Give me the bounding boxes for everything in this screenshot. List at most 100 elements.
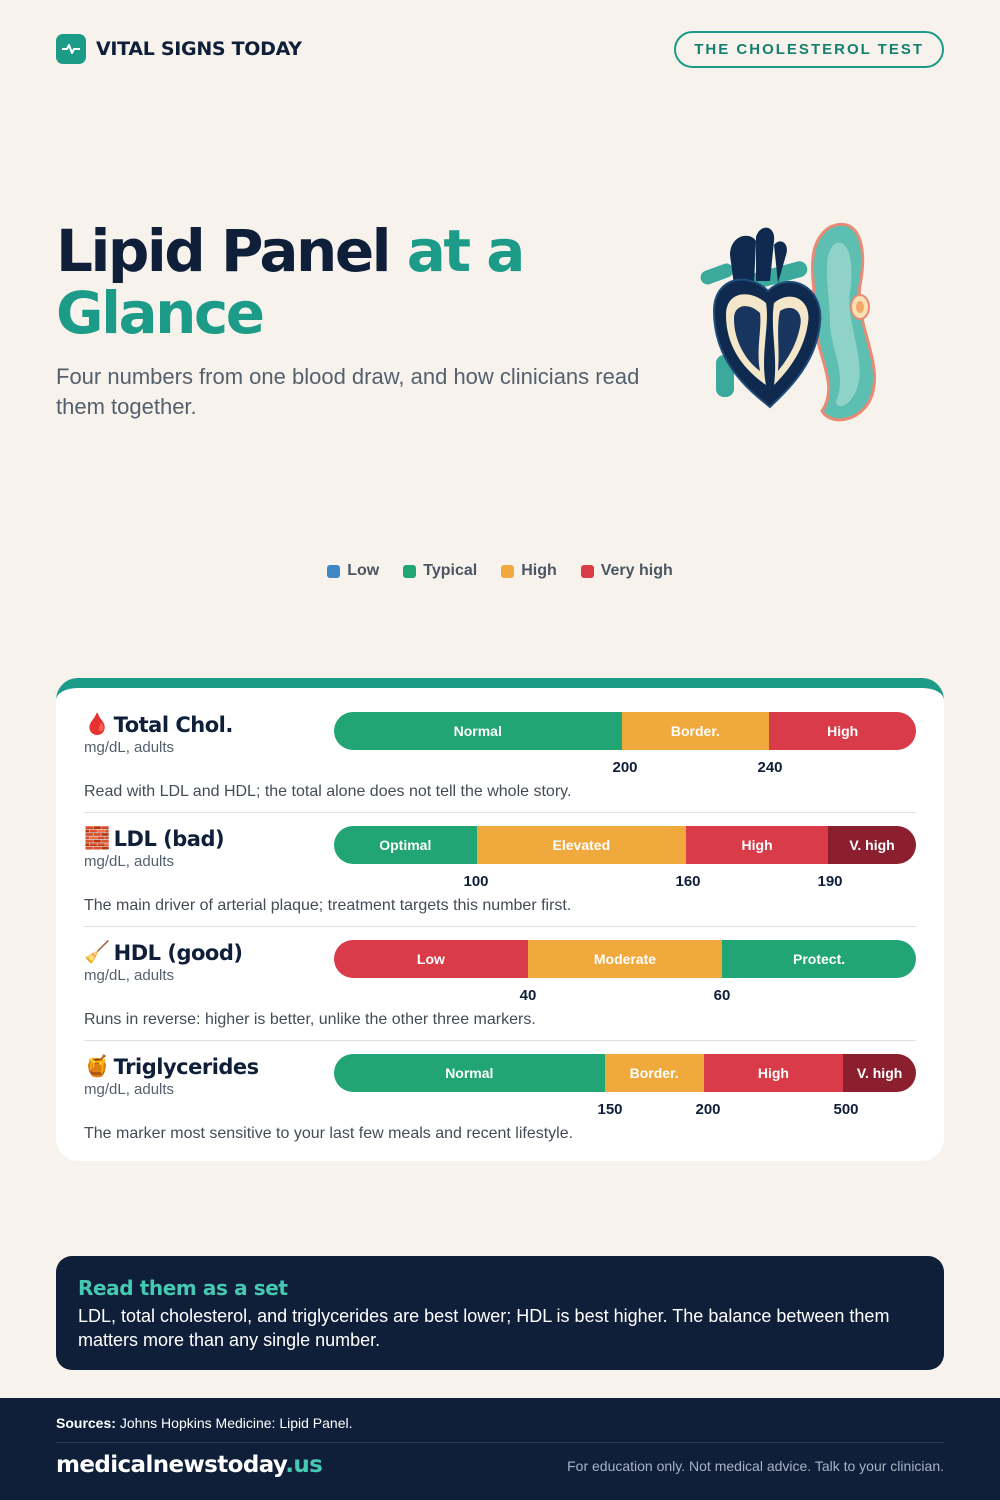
marker-name: HDL (good) <box>113 940 243 965</box>
segment-label: High <box>741 837 773 853</box>
hero: Lipid Panel at a Glance Four numbers fro… <box>56 220 676 422</box>
segment-label: Border. <box>670 723 720 739</box>
marker-name: LDL (bad) <box>113 826 225 851</box>
range-bar: Normal Border. High V. high <box>334 1054 916 1092</box>
blood-drop-icon: 🩸 <box>84 712 110 736</box>
topic-tag: THE CHOLESTEROL TEST <box>674 30 944 68</box>
legend-swatch <box>501 564 515 578</box>
sources-link[interactable]: Johns Hopkins Medicine: Lipid Panel. <box>119 1415 353 1431</box>
footer-divider <box>56 1442 944 1443</box>
legend-label: Low <box>347 562 380 579</box>
marker-row-hdl: 🧹 HDL (good) mg/dL, adults Low Moderate P… <box>84 940 916 1050</box>
threshold-label: 60 <box>713 987 731 1004</box>
legend-item-high: High <box>501 562 557 580</box>
range-segment: High <box>686 826 829 864</box>
marker-unit: mg/dL, adults <box>84 739 175 756</box>
legend-item-very-high: Very high <box>580 562 673 580</box>
summary-callout: Read them as a set LDL, total cholestero… <box>56 1256 944 1370</box>
sources-label: Sources: <box>56 1415 116 1431</box>
marker-note: The marker most sensitive to your last f… <box>84 1125 574 1142</box>
threshold-label: 160 <box>675 873 701 890</box>
heartbeat-icon <box>56 34 86 64</box>
range-segment: Optimal <box>334 826 477 864</box>
segment-label: Normal <box>453 723 502 739</box>
threshold-label: 200 <box>612 759 638 776</box>
heart-artery-illustration <box>700 222 876 422</box>
threshold-label: 190 <box>817 873 843 890</box>
legend-label: High <box>521 562 557 579</box>
artery-icon <box>811 222 876 422</box>
segment-label: Normal <box>445 1065 494 1081</box>
threshold-label: 200 <box>695 1101 721 1118</box>
marker-row-ldl: 🧱 LDL (bad) mg/dL, adults Optimal Elevate… <box>84 826 916 936</box>
marker-unit: mg/dL, adults <box>84 853 175 870</box>
segment-label: Elevated <box>552 837 611 853</box>
range-segment: Moderate <box>527 940 723 978</box>
marker-note: Runs in reverse: higher is better, unlik… <box>84 1011 536 1028</box>
marker-note: The main driver of arterial plaque; trea… <box>84 897 572 914</box>
broom-icon: 🧹 <box>84 940 110 964</box>
row-divider <box>84 812 916 813</box>
disclaimer: For education only. Not medical advice. … <box>567 1458 944 1474</box>
brand-name: VITAL SIGNS TODAY <box>96 38 302 60</box>
heart-icon <box>700 227 822 409</box>
marker-title: 🍯 Triglycerides <box>84 1054 259 1079</box>
legend-label: Very high <box>600 562 673 579</box>
segment-label: Optimal <box>379 837 432 853</box>
segment-label: Low <box>416 951 445 967</box>
legend-swatch <box>327 564 341 578</box>
legend-item-low: Low <box>327 562 379 580</box>
range-bar: Low Moderate Protect. <box>334 940 916 978</box>
legend-swatch <box>403 564 417 578</box>
site-logo[interactable]: medicalnewstoday.us <box>56 1452 323 1478</box>
range-segment: Border. <box>604 1054 704 1092</box>
range-segment: Low <box>334 940 528 978</box>
callout-body: LDL, total cholesterol, and triglyceride… <box>78 1306 890 1350</box>
marker-title: 🧹 HDL (good) <box>84 940 243 965</box>
site-tld: .us <box>285 1452 323 1478</box>
page-title: Lipid Panel at a Glance <box>56 220 676 344</box>
sources-line: Sources: Johns Hopkins Medicine: Lipid P… <box>56 1415 353 1431</box>
site-name: medicalnewstoday <box>56 1452 286 1478</box>
range-bar: Optimal Elevated High V. high <box>334 826 916 864</box>
range-segment: High <box>769 712 916 750</box>
range-segment: High <box>703 1054 844 1092</box>
range-segment: Elevated <box>476 826 687 864</box>
range-segment: Normal <box>334 1054 605 1092</box>
legend-swatch <box>580 564 594 578</box>
marker-name: Total Chol. <box>113 712 234 737</box>
range-segment: Border. <box>621 712 770 750</box>
range-segment: Protect. <box>722 940 916 978</box>
range-segment: V. high <box>843 1054 916 1092</box>
brand[interactable]: VITAL SIGNS TODAY <box>56 34 302 64</box>
row-divider <box>84 1040 916 1041</box>
segment-label: Protect. <box>793 951 846 967</box>
page-header: VITAL SIGNS TODAY THE CHOLESTEROL TEST <box>56 30 944 68</box>
legend-label: Typical <box>423 562 478 579</box>
marker-row-total: 🩸 Total Chol. mg/dL, adults Normal Border… <box>84 712 916 822</box>
honey-pot-icon: 🍯 <box>84 1054 110 1078</box>
row-divider <box>84 926 916 927</box>
threshold-label: 100 <box>463 873 489 890</box>
threshold-label: 240 <box>757 759 783 776</box>
legend: Low Typical High Very high <box>0 562 1000 580</box>
segment-label: V. high <box>849 837 895 853</box>
range-segment: V. high <box>828 826 916 864</box>
range-bar: Normal Border. High <box>334 712 916 750</box>
marker-note: Read with LDL and HDL; the total alone d… <box>84 783 572 800</box>
threshold-label: 150 <box>597 1101 623 1118</box>
segment-label: Border. <box>629 1065 679 1081</box>
marker-unit: mg/dL, adults <box>84 967 175 984</box>
segment-label: High <box>757 1065 789 1081</box>
page-footer: Sources: Johns Hopkins Medicine: Lipid P… <box>0 1398 1000 1500</box>
marker-unit: mg/dL, adults <box>84 1081 175 1098</box>
marker-title: 🧱 LDL (bad) <box>84 826 225 851</box>
title-part-2: at a Glance <box>56 217 525 347</box>
brick-icon: 🧱 <box>84 826 110 850</box>
title-part-1: Lipid Panel <box>56 217 392 285</box>
segment-label: Moderate <box>593 951 657 967</box>
segment-label: V. high <box>856 1065 903 1081</box>
marker-name: Triglycerides <box>113 1054 260 1079</box>
threshold-label: 40 <box>519 987 537 1004</box>
segment-label: High <box>827 723 859 739</box>
